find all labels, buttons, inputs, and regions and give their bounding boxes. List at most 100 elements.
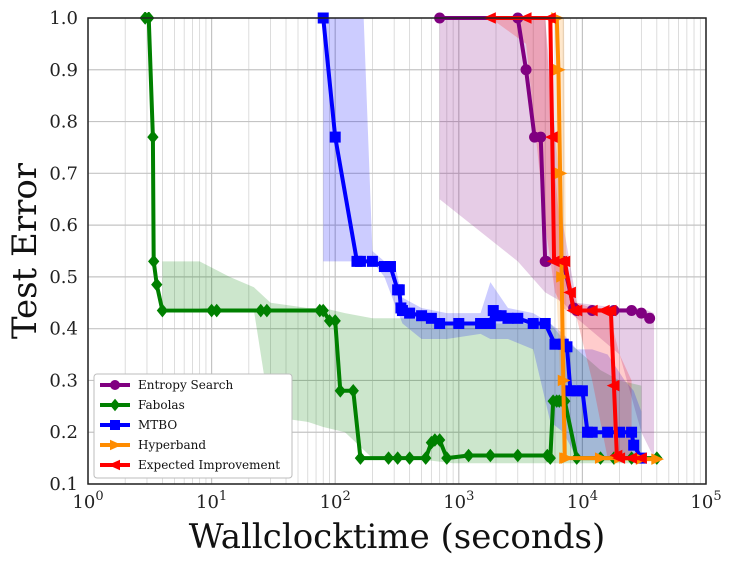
data-point <box>404 307 416 319</box>
data-point <box>416 310 428 322</box>
y-tick-label: 0.9 <box>49 60 78 81</box>
y-tick-label: 0.5 <box>49 267 78 288</box>
legend-label: Fabolas <box>138 398 185 412</box>
y-tick-label: 0.6 <box>49 215 78 236</box>
data-point <box>563 286 576 299</box>
legend-label: Hyperband <box>138 438 206 452</box>
data-point <box>393 284 405 296</box>
data-point <box>539 317 551 329</box>
data-point <box>557 374 571 387</box>
data-point <box>441 451 453 465</box>
data-point <box>403 451 416 465</box>
data-point <box>110 420 120 430</box>
data-point <box>651 453 665 465</box>
data-point <box>557 255 571 268</box>
data-point <box>329 314 341 328</box>
y-tick-label: 0.4 <box>49 319 78 340</box>
data-point <box>628 439 640 451</box>
data-point <box>434 433 446 447</box>
data-point <box>317 303 329 318</box>
y-tick-label: 0.2 <box>49 422 78 443</box>
tick-labels: 0.1 0.2 0.3 0.4 0.5 0.6 0.7 0.8 0.9 1.0 100 101 102 1… <box>49 8 721 513</box>
data-point <box>384 261 396 273</box>
data-point <box>354 451 367 465</box>
legend-box <box>93 373 293 479</box>
data-point <box>512 448 524 463</box>
data-point <box>420 451 432 465</box>
legend-item: Hyperband <box>100 438 206 452</box>
data-point <box>556 271 569 283</box>
data-point <box>382 451 395 465</box>
legend-item: MTBO <box>100 418 177 432</box>
data-point <box>484 448 497 463</box>
data-point <box>151 277 163 292</box>
x-tick-label: 101 <box>196 489 227 513</box>
data-point <box>391 451 404 465</box>
data-point <box>110 380 120 390</box>
data-point <box>156 303 169 318</box>
legend-label: Entropy Search <box>138 378 233 392</box>
plot-frame <box>87 17 707 485</box>
legend-item: Entropy Search <box>100 378 233 392</box>
data-point <box>211 303 223 318</box>
data-point <box>502 312 514 324</box>
data-point <box>626 305 638 317</box>
data-point <box>635 307 647 319</box>
data-point <box>366 255 378 267</box>
data-point <box>484 317 496 329</box>
confidence-band <box>439 18 655 459</box>
x-tick-label: 102 <box>320 489 351 513</box>
data-point <box>462 448 475 463</box>
y-tick-label: 0.1 <box>49 474 78 495</box>
y-tick-label: 1.0 <box>49 8 78 29</box>
x-tick-label: 100 <box>72 489 103 513</box>
data-point <box>147 130 159 144</box>
data-point <box>334 384 346 398</box>
data-point <box>576 385 588 397</box>
y-tick-label: 0.7 <box>49 163 78 184</box>
data-point <box>109 398 121 412</box>
data-point <box>354 255 366 267</box>
data-point <box>545 131 558 143</box>
y-axis-title: Test Error <box>5 162 45 339</box>
data-point <box>544 451 556 465</box>
series-lines <box>139 12 665 465</box>
data-point <box>626 426 638 438</box>
legend-item: Fabolas <box>100 398 185 412</box>
data-point <box>554 167 568 180</box>
legend-item: Expected Improvement <box>100 458 280 472</box>
data-point <box>586 426 598 438</box>
data-point <box>453 317 465 329</box>
data-point <box>110 439 122 451</box>
data-point <box>148 254 160 269</box>
data-point <box>108 459 120 471</box>
data-point <box>527 317 539 329</box>
x-tick-label: 104 <box>567 489 598 513</box>
data-point <box>602 426 614 438</box>
data-point <box>512 312 524 324</box>
legend: Entropy Search Fabolas MTBO Hyperband Expect… <box>93 373 293 479</box>
data-point <box>603 304 617 317</box>
legend-label: MTBO <box>138 418 177 432</box>
data-point <box>347 384 359 398</box>
data-point <box>434 317 446 329</box>
data-point <box>594 452 608 464</box>
data-point <box>552 64 566 76</box>
data-point <box>606 379 620 392</box>
data-point <box>520 64 532 76</box>
legend-label: Expected Improvement <box>138 458 280 472</box>
data-point <box>634 452 647 464</box>
y-tick-label: 0.3 <box>49 370 78 391</box>
data-point <box>560 452 574 464</box>
data-point <box>569 304 583 317</box>
data-point <box>329 131 341 143</box>
data-point <box>644 312 656 324</box>
x-axis-title: Wallclocktime (seconds) <box>189 517 605 557</box>
data-point <box>475 317 487 329</box>
data-point <box>261 303 273 318</box>
x-tick-label: 105 <box>690 489 721 513</box>
data-point <box>535 131 547 143</box>
x-tick-label: 103 <box>443 489 474 513</box>
y-tick-label: 0.8 <box>49 112 78 133</box>
